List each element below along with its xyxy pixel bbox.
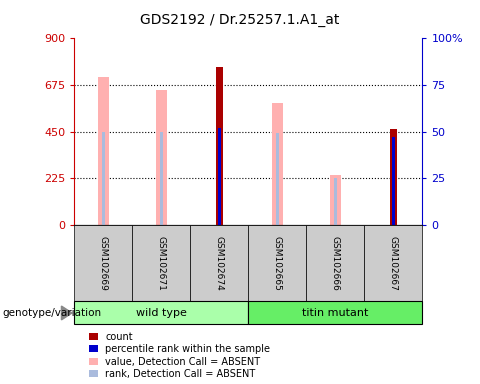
Bar [160,131,163,225]
Bar [276,133,279,225]
Text: GSM102674: GSM102674 [215,236,224,290]
Text: GSM102665: GSM102665 [273,236,282,290]
Bar [102,131,105,225]
Text: titin mutant: titin mutant [302,308,369,318]
Text: GSM102667: GSM102667 [389,236,398,290]
Bar [334,178,337,225]
Bar [392,137,395,225]
Bar [98,77,108,225]
Bar [390,129,397,225]
Bar [272,103,283,225]
Legend: count, percentile rank within the sample, value, Detection Call = ABSENT, rank, : count, percentile rank within the sample… [89,332,270,379]
Bar [330,175,341,225]
Text: genotype/variation: genotype/variation [2,308,102,318]
Polygon shape [61,306,72,320]
Text: GSM102671: GSM102671 [157,236,166,290]
Text: GSM102666: GSM102666 [331,236,340,290]
Bar [156,90,167,225]
Text: GDS2192 / Dr.25257.1.A1_at: GDS2192 / Dr.25257.1.A1_at [140,13,340,27]
Bar [216,67,223,225]
Text: wild type: wild type [136,308,187,318]
Text: GSM102669: GSM102669 [99,236,108,290]
Bar [218,128,221,225]
